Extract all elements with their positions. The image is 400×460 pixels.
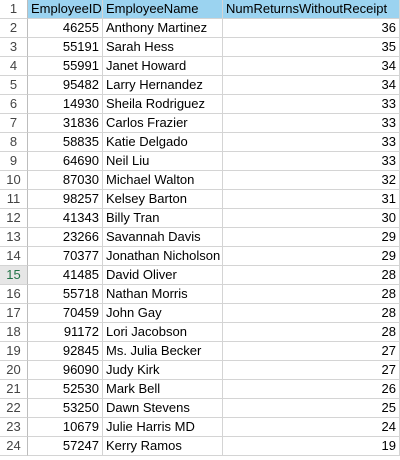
cell-num-returns[interactable]: 34 xyxy=(223,76,400,95)
cell-employee-id[interactable]: 52530 xyxy=(28,380,103,399)
cell-employee-id[interactable]: 14930 xyxy=(28,95,103,114)
cell-employee-name[interactable]: Neil Liu xyxy=(103,152,223,171)
row-header[interactable]: 10 xyxy=(0,171,28,190)
cell-num-returns[interactable]: 33 xyxy=(223,114,400,133)
cell-employee-name[interactable]: Anthony Martinez xyxy=(103,19,223,38)
row-header[interactable]: 16 xyxy=(0,285,28,304)
cell-employee-id[interactable]: 91172 xyxy=(28,323,103,342)
cell-employee-id[interactable]: 87030 xyxy=(28,171,103,190)
cell-employee-name[interactable]: Nathan Morris xyxy=(103,285,223,304)
cell-num-returns[interactable]: 33 xyxy=(223,95,400,114)
cell-employee-name[interactable]: Savannah Davis xyxy=(103,228,223,247)
cell-num-returns[interactable]: 24 xyxy=(223,418,400,437)
cell-num-returns[interactable]: 27 xyxy=(223,342,400,361)
cell-num-returns[interactable]: 34 xyxy=(223,57,400,76)
cell-employee-id[interactable]: 55191 xyxy=(28,38,103,57)
row-header[interactable]: 14 xyxy=(0,247,28,266)
row-header[interactable]: 4 xyxy=(0,57,28,76)
row-header[interactable]: 24 xyxy=(0,437,28,456)
cell-employee-name[interactable]: Katie Delgado xyxy=(103,133,223,152)
cell-employee-name[interactable]: Larry Hernandez xyxy=(103,76,223,95)
header-cell-employee-name[interactable]: EmployeeName xyxy=(103,0,223,19)
cell-employee-id[interactable]: 98257 xyxy=(28,190,103,209)
cell-employee-id[interactable]: 23266 xyxy=(28,228,103,247)
row-header[interactable]: 1 xyxy=(0,0,28,19)
row-header[interactable]: 22 xyxy=(0,399,28,418)
cell-num-returns[interactable]: 28 xyxy=(223,266,400,285)
row-header[interactable]: 12 xyxy=(0,209,28,228)
row-header[interactable]: 11 xyxy=(0,190,28,209)
cell-num-returns[interactable]: 36 xyxy=(223,19,400,38)
row-header[interactable]: 13 xyxy=(0,228,28,247)
cell-employee-name[interactable]: Lori Jacobson xyxy=(103,323,223,342)
row-header[interactable]: 18 xyxy=(0,323,28,342)
cell-employee-name[interactable]: Kelsey Barton xyxy=(103,190,223,209)
cell-employee-name[interactable]: Dawn Stevens xyxy=(103,399,223,418)
cell-employee-name[interactable]: David Oliver xyxy=(103,266,223,285)
cell-employee-id[interactable]: 58835 xyxy=(28,133,103,152)
cell-employee-id[interactable]: 55718 xyxy=(28,285,103,304)
row-header[interactable]: 8 xyxy=(0,133,28,152)
cell-num-returns[interactable]: 26 xyxy=(223,380,400,399)
cell-employee-id[interactable]: 96090 xyxy=(28,361,103,380)
cell-num-returns[interactable]: 32 xyxy=(223,171,400,190)
header-cell-num-returns[interactable]: NumReturnsWithoutReceipt xyxy=(223,0,400,19)
row-header[interactable]: 23 xyxy=(0,418,28,437)
cell-employee-id[interactable]: 57247 xyxy=(28,437,103,456)
cell-employee-id[interactable]: 70377 xyxy=(28,247,103,266)
row-header[interactable]: 20 xyxy=(0,361,28,380)
cell-employee-name[interactable]: Janet Howard xyxy=(103,57,223,76)
cell-num-returns[interactable]: 19 xyxy=(223,437,400,456)
cell-employee-name[interactable]: John Gay xyxy=(103,304,223,323)
cell-num-returns[interactable]: 31 xyxy=(223,190,400,209)
row-header[interactable]: 5 xyxy=(0,76,28,95)
cell-employee-id[interactable]: 55991 xyxy=(28,57,103,76)
cell-num-returns[interactable]: 25 xyxy=(223,399,400,418)
cell-employee-name[interactable]: Mark Bell xyxy=(103,380,223,399)
row-header[interactable]: 9 xyxy=(0,152,28,171)
cell-num-returns[interactable]: 33 xyxy=(223,133,400,152)
cell-employee-id[interactable]: 31836 xyxy=(28,114,103,133)
cell-num-returns[interactable]: 30 xyxy=(223,209,400,228)
cell-employee-name[interactable]: Billy Tran xyxy=(103,209,223,228)
row-header[interactable]: 17 xyxy=(0,304,28,323)
cell-num-returns[interactable]: 29 xyxy=(223,247,400,266)
row-header[interactable]: 21 xyxy=(0,380,28,399)
cell-num-returns[interactable]: 35 xyxy=(223,38,400,57)
cell-employee-name[interactable]: Kerry Ramos xyxy=(103,437,223,456)
cell-num-returns[interactable]: 33 xyxy=(223,152,400,171)
row-header[interactable]: 15 xyxy=(0,266,28,285)
cell-num-returns[interactable]: 28 xyxy=(223,285,400,304)
cell-employee-name[interactable]: Sarah Hess xyxy=(103,38,223,57)
cell-employee-id[interactable]: 64690 xyxy=(28,152,103,171)
cell-num-returns[interactable]: 27 xyxy=(223,361,400,380)
row-header[interactable]: 6 xyxy=(0,95,28,114)
cell-employee-id[interactable]: 41343 xyxy=(28,209,103,228)
row-header[interactable]: 7 xyxy=(0,114,28,133)
cell-employee-id[interactable]: 70459 xyxy=(28,304,103,323)
row-header[interactable]: 3 xyxy=(0,38,28,57)
row-header[interactable]: 2 xyxy=(0,19,28,38)
cell-employee-name[interactable]: Michael Walton xyxy=(103,171,223,190)
cell-employee-name[interactable]: Julie Harris MD xyxy=(103,418,223,437)
cell-employee-name[interactable]: Carlos Frazier xyxy=(103,114,223,133)
cell-employee-name[interactable]: Judy Kirk xyxy=(103,361,223,380)
header-cell-employee-id[interactable]: EmployeeID xyxy=(28,0,103,19)
cell-num-returns[interactable]: 28 xyxy=(223,304,400,323)
cell-employee-id[interactable]: 53250 xyxy=(28,399,103,418)
cell-employee-id[interactable]: 41485 xyxy=(28,266,103,285)
cell-employee-id[interactable]: 46255 xyxy=(28,19,103,38)
cell-num-returns[interactable]: 28 xyxy=(223,323,400,342)
row-header[interactable]: 19 xyxy=(0,342,28,361)
cell-num-returns[interactable]: 29 xyxy=(223,228,400,247)
cell-employee-id[interactable]: 95482 xyxy=(28,76,103,95)
cell-employee-name[interactable]: Jonathan Nicholson xyxy=(103,247,223,266)
cell-employee-id[interactable]: 92845 xyxy=(28,342,103,361)
cell-employee-id[interactable]: 10679 xyxy=(28,418,103,437)
cell-employee-name[interactable]: Sheila Rodriguez xyxy=(103,95,223,114)
cell-employee-name[interactable]: Ms. Julia Becker xyxy=(103,342,223,361)
